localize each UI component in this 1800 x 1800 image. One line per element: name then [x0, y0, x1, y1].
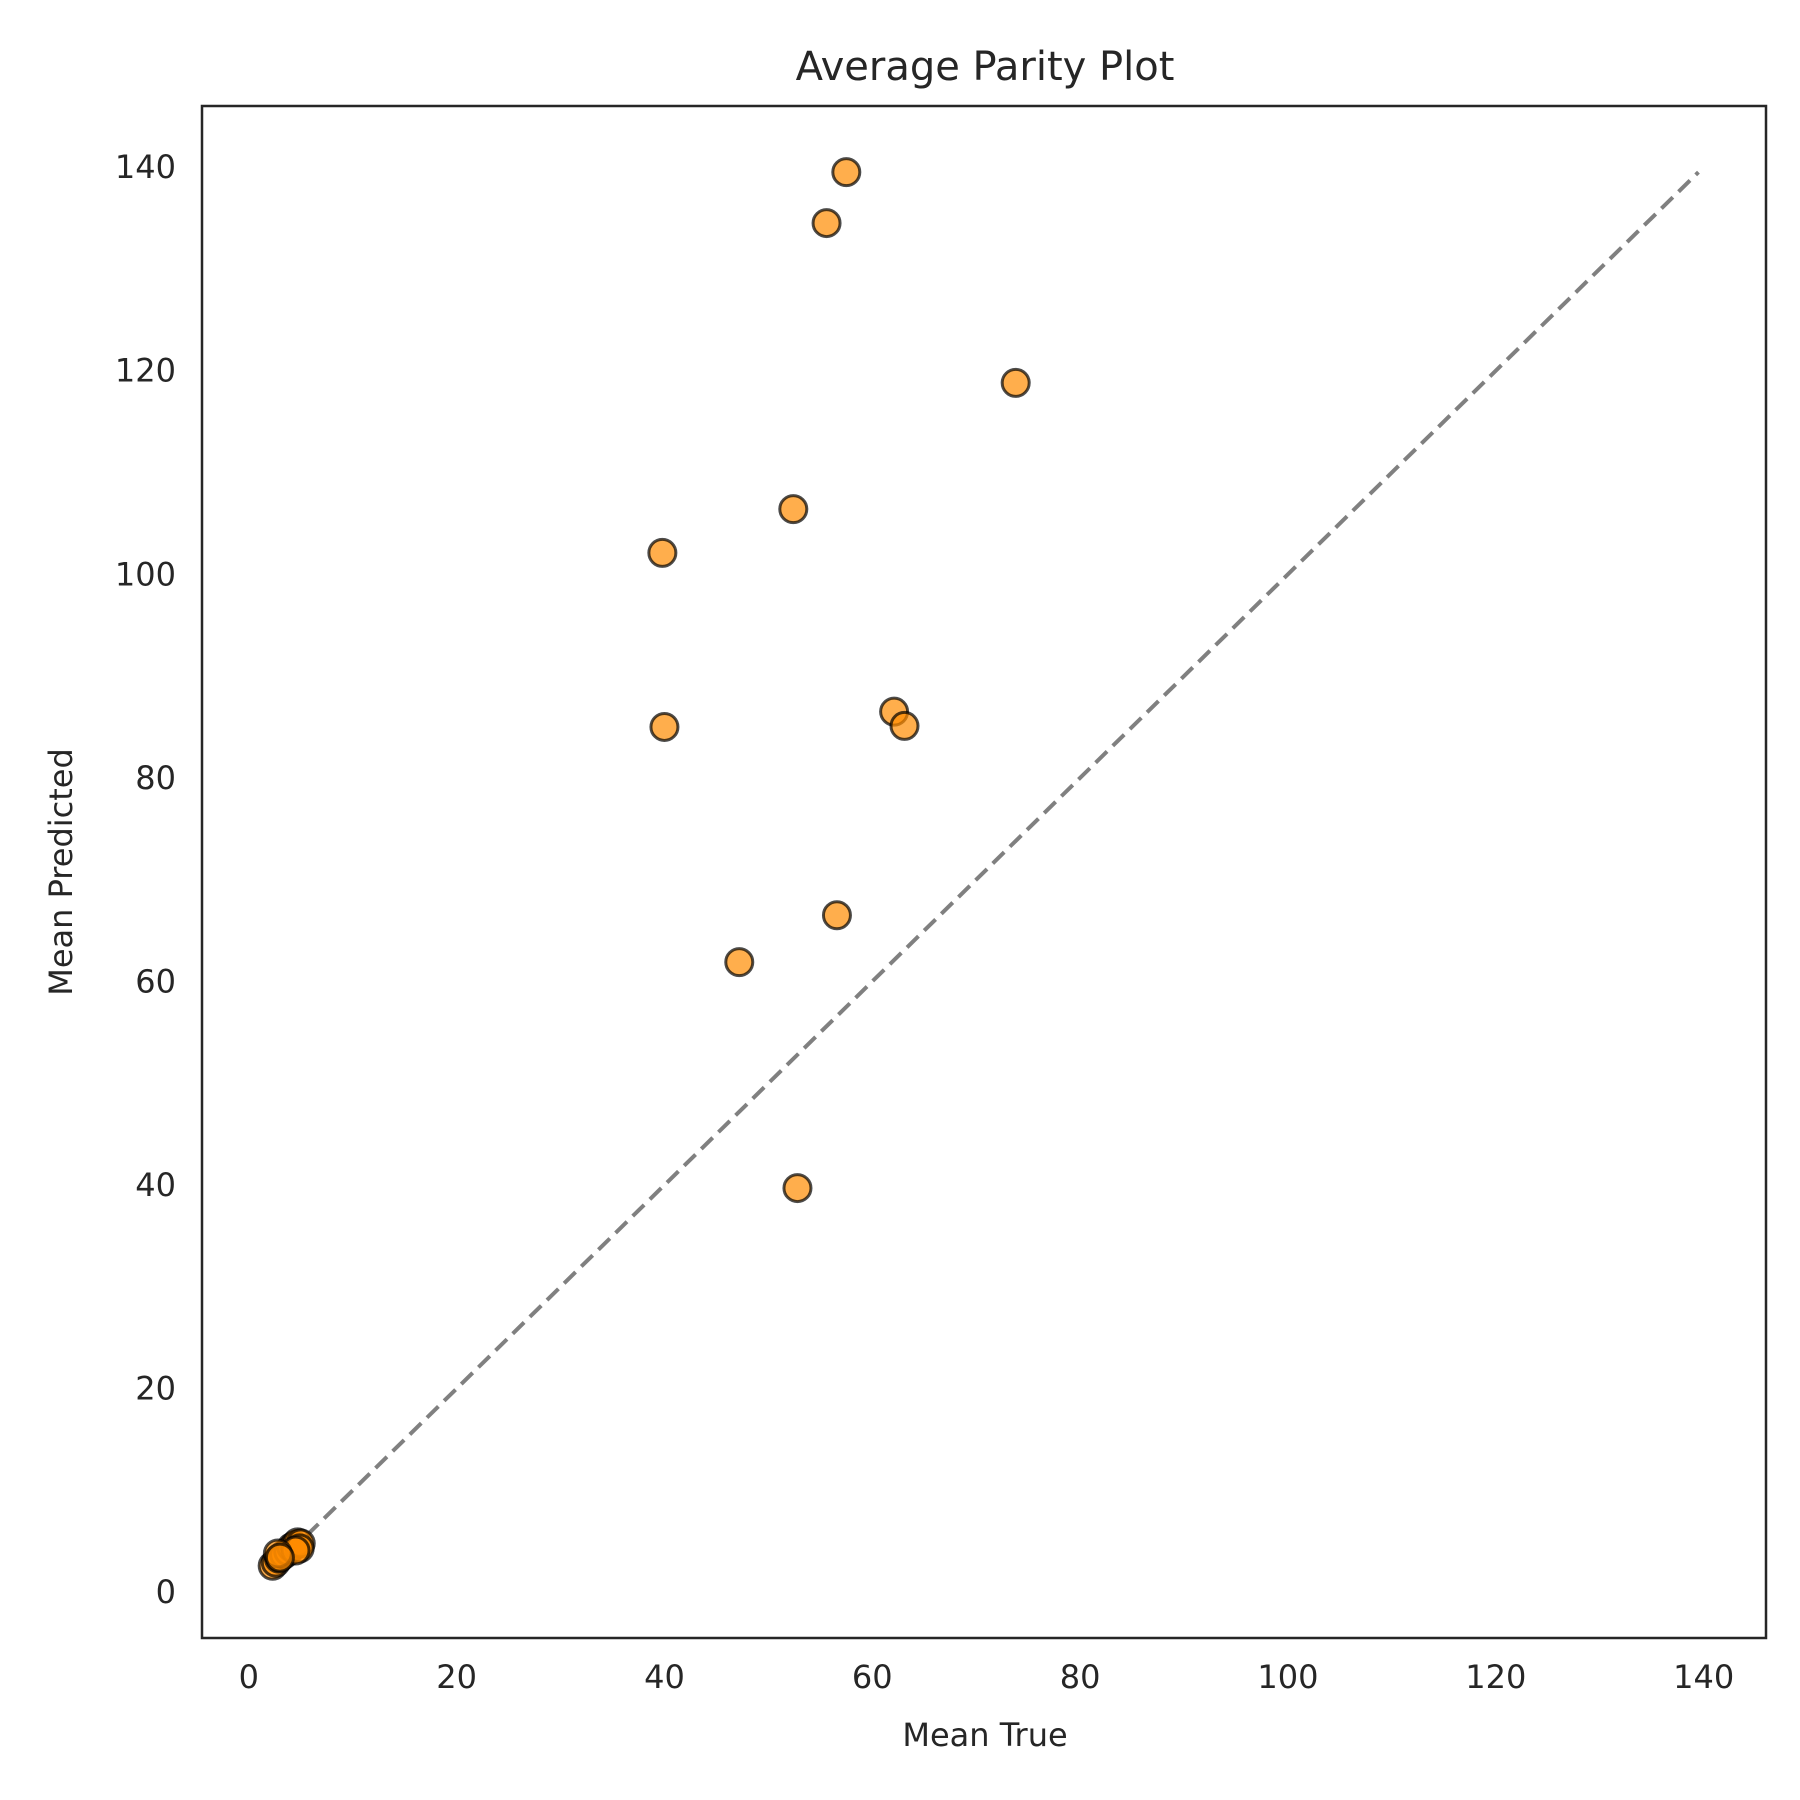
tick-labels: 0 20 40 60 80 100 120 140 0 20 40 60 80 100 120 140 — [115, 148, 1734, 1696]
y-axis-label: Mean Predicted — [42, 748, 80, 996]
y-tick-label: 140 — [115, 148, 176, 186]
y-tick-label: 100 — [115, 555, 176, 593]
data-points — [257, 157, 1031, 1581]
x-tick-label: 60 — [852, 1658, 893, 1696]
y-tick-label: 60 — [135, 962, 176, 1000]
data-point — [821, 900, 852, 931]
parity-line — [271, 170, 1700, 1571]
data-point — [831, 157, 862, 188]
data-point — [778, 494, 809, 525]
x-tick-label: 20 — [436, 1658, 477, 1696]
y-tick-label: 120 — [115, 352, 176, 390]
data-point — [811, 208, 842, 239]
data-point — [647, 537, 678, 568]
data-point — [649, 711, 680, 742]
data-point — [889, 710, 920, 741]
x-tick-label: 120 — [1465, 1658, 1526, 1696]
x-tick-label: 100 — [1257, 1658, 1318, 1696]
y-tick-label: 80 — [135, 759, 176, 797]
x-tick-label: 40 — [644, 1658, 685, 1696]
data-point — [264, 1542, 295, 1573]
data-point — [782, 1173, 813, 1204]
y-tick-label: 20 — [135, 1370, 176, 1408]
y-tick-label: 40 — [135, 1166, 176, 1204]
x-tick-label: 0 — [239, 1658, 259, 1696]
data-point — [724, 947, 755, 978]
x-tick-label: 140 — [1673, 1658, 1734, 1696]
x-tick-label: 80 — [1060, 1658, 1101, 1696]
data-point — [1000, 367, 1031, 398]
plot-frame — [200, 104, 1768, 1640]
x-axis-label: Mean True — [902, 1716, 1067, 1754]
y-tick-label: 0 — [156, 1573, 176, 1611]
parity-line-layer — [271, 170, 1700, 1571]
chart-title: Average Parity Plot — [796, 44, 1175, 90]
